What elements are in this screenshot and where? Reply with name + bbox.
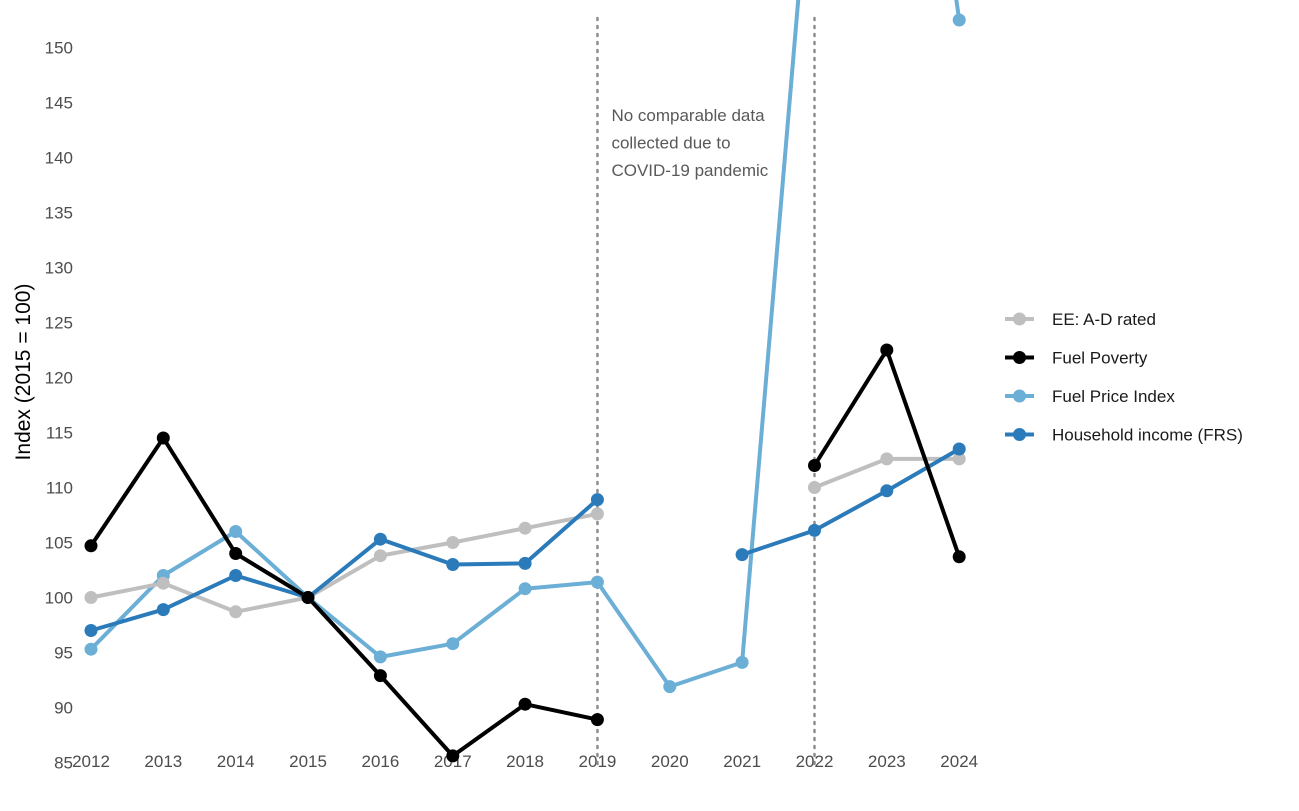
data-point: [590, 493, 604, 507]
y-tick-label: 90: [54, 699, 73, 718]
covid-annotation: No comparable data collected due to COVID-…: [611, 106, 768, 180]
x-tick-label: 2020: [651, 752, 689, 771]
x-tick-label: 2016: [361, 752, 399, 771]
series-line: [740, 447, 962, 557]
y-tick-label: 85: [54, 754, 73, 773]
data-point: [518, 556, 532, 570]
legend-label: Fuel Price Index: [1052, 387, 1175, 406]
data-point: [301, 591, 315, 604]
data-point: [808, 523, 821, 537]
y-tick-label: 115: [46, 424, 73, 443]
y-tick-label: 105: [45, 534, 73, 553]
data-point: [373, 650, 387, 664]
data-point: [952, 442, 966, 456]
y-tick-label: 110: [46, 479, 73, 498]
data-point: [229, 547, 243, 560]
data-point: [156, 576, 170, 590]
legend: EE: A-D rated Fuel Poverty Fuel Price Inde…: [1005, 310, 1243, 445]
data-point: [446, 749, 460, 763]
legend-swatch-point: [1013, 351, 1026, 364]
data-point: [156, 431, 170, 445]
data-point: [229, 525, 243, 538]
series-line: [89, 511, 600, 614]
data-point: [373, 549, 387, 563]
data-point: [663, 680, 677, 694]
data-point: [590, 713, 604, 727]
x-tick-label: 2015: [289, 752, 327, 771]
legend-item: EE: A-D rated: [1005, 310, 1156, 329]
data-point: [880, 484, 894, 498]
data-point: [735, 655, 749, 669]
y-axis-ticks: 80 85 90 95 100 105 110 115 120 125 130 135 140 145 15…: [45, 0, 73, 811]
data-point: [952, 452, 966, 466]
x-tick-label: 2023: [868, 752, 906, 771]
x-axis-ticks: 2012201320142015201620172018201920202021…: [72, 752, 978, 771]
data-point: [952, 13, 966, 27]
data-point: [229, 605, 243, 619]
legend-swatch-point: [1013, 312, 1026, 326]
y-tick-label: 135: [45, 204, 73, 223]
data-point: [446, 637, 460, 651]
data-point: [880, 343, 894, 357]
data-point: [84, 539, 98, 553]
x-tick-label: 2021: [723, 752, 761, 771]
data-point: [156, 603, 170, 617]
data-point: [880, 452, 894, 466]
data-point: [84, 591, 98, 604]
data-point: [808, 481, 821, 494]
series-line: [89, 436, 600, 758]
data-point: [446, 536, 460, 549]
y-axis-title: Index (2015 = 100): [12, 284, 35, 461]
y-tick-label: 80: [54, 809, 73, 811]
legend-item: Fuel Poverty: [1005, 349, 1148, 368]
y-tick-label: 155: [45, 0, 73, 3]
x-tick-label: 2012: [72, 752, 110, 771]
data-point: [590, 575, 604, 589]
data-point: [373, 669, 387, 683]
legend-item: Fuel Price Index: [1005, 387, 1175, 406]
series-points: [84, 13, 966, 763]
x-tick-label: 2024: [940, 752, 978, 771]
data-point: [808, 459, 821, 472]
vertical-markers: [596, 16, 816, 769]
data-point: [229, 569, 243, 582]
y-tick-label: 100: [45, 589, 73, 608]
series-lines: [89, 0, 962, 758]
legend-label: EE: A-D rated: [1052, 310, 1156, 329]
legend-swatch-point: [1013, 389, 1026, 403]
legend-label: Household income (FRS): [1052, 426, 1243, 445]
data-point: [518, 697, 532, 711]
legend-label: Fuel Poverty: [1052, 349, 1148, 368]
data-point: [84, 624, 98, 637]
y-tick-label: 130: [45, 259, 73, 278]
data-point: [518, 521, 532, 535]
series-line: [89, 497, 600, 633]
data-point: [952, 550, 966, 564]
y-tick-label: 125: [45, 314, 73, 333]
data-point: [446, 558, 460, 571]
y-tick-label: 95: [54, 644, 73, 663]
data-point: [735, 548, 749, 562]
data-point: [84, 642, 98, 656]
data-point: [518, 582, 532, 596]
data-point: [373, 532, 387, 546]
x-tick-label: 2018: [506, 752, 544, 771]
y-tick-label: 140: [45, 149, 73, 168]
data-point: [590, 507, 604, 521]
legend-item: Household income (FRS): [1005, 426, 1243, 445]
y-tick-label: 120: [45, 369, 73, 388]
x-tick-label: 2013: [144, 752, 182, 771]
annotation-line: collected due to: [611, 134, 730, 153]
annotation-line: COVID-19 pandemic: [611, 161, 768, 180]
legend-swatch-point: [1013, 428, 1026, 441]
annotation-line: No comparable data: [611, 106, 765, 125]
y-tick-label: 150: [45, 39, 73, 58]
y-tick-label: 145: [45, 94, 73, 113]
x-tick-label: 2014: [217, 752, 255, 771]
